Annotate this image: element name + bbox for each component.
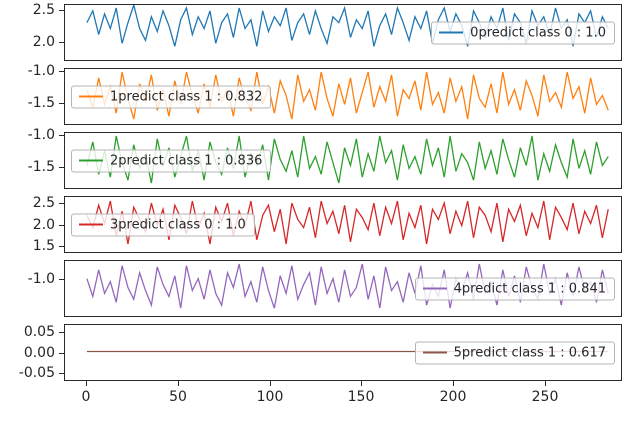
y-tickmark — [59, 42, 64, 43]
series-plot-2 — [86, 135, 609, 184]
legend-line-sample — [422, 351, 447, 354]
subplot-4: 4predict class 1 : 0.841 — [64, 260, 622, 317]
legend-3: 3predict class 0 : 1.0 — [71, 213, 255, 236]
subplot-5: 5predict class 1 : 0.617 — [64, 324, 622, 381]
y-tick-label: 2.5 — [32, 2, 55, 18]
y-tick-label: 2.0 — [32, 34, 55, 50]
legend-2: 2predict class 1 : 0.836 — [71, 149, 272, 172]
y-tickmark — [59, 203, 64, 204]
x-tickmark — [361, 381, 362, 386]
x-tick-label: 100 — [256, 389, 284, 405]
legend-label: 0predict class 0 : 1.0 — [470, 25, 606, 40]
legend-line-sample — [79, 95, 103, 98]
y-tickmark — [59, 135, 64, 136]
x-tickmark — [270, 381, 271, 386]
y-tick-label: 0.00 — [23, 345, 55, 361]
legend-label: 1predict class 1 : 0.832 — [110, 89, 263, 104]
x-tick-label: 250 — [531, 389, 559, 405]
y-tickmark — [59, 103, 64, 104]
legend-0: 0predict class 0 : 1.0 — [431, 21, 615, 44]
legend-label: 5predict class 1 : 0.617 — [453, 345, 606, 360]
y-tickmark — [59, 10, 64, 11]
x-tick-label: 0 — [81, 389, 91, 405]
y-tick-label: -1.0 — [27, 127, 55, 143]
y-tick-label: -1.0 — [27, 63, 55, 79]
series-line-3 — [86, 200, 609, 245]
y-tickmark — [59, 225, 64, 226]
legend-label: 3predict class 0 : 1.0 — [110, 217, 246, 232]
y-tickmark — [59, 353, 64, 354]
x-tick-label: 200 — [439, 389, 467, 405]
legend-1: 1predict class 1 : 0.832 — [71, 85, 272, 108]
x-tickmark — [453, 381, 454, 386]
y-tickmark — [59, 71, 64, 72]
y-tickmark — [59, 246, 64, 247]
y-tick-label: 1.5 — [32, 238, 55, 254]
x-tickmark — [545, 381, 546, 386]
x-tickmark — [178, 381, 179, 386]
subplot-1: 1predict class 1 : 0.832 — [64, 68, 622, 125]
subplot-0: 0predict class 0 : 1.0 — [64, 4, 622, 61]
legend-line-sample — [422, 287, 447, 290]
legend-5: 5predict class 1 : 0.617 — [414, 341, 615, 364]
legend-line-sample — [439, 31, 464, 34]
y-tick-label: -1.0 — [27, 271, 55, 287]
y-tick-label: 0.05 — [23, 324, 55, 340]
subplot-2: 2predict class 1 : 0.836 — [64, 132, 622, 189]
legend-label: 4predict class 1 : 0.841 — [453, 281, 606, 296]
legend-4: 4predict class 1 : 0.841 — [414, 277, 615, 300]
series-line-2 — [86, 135, 609, 184]
legend-label: 2predict class 1 : 0.836 — [110, 153, 263, 168]
y-tick-label: -0.05 — [18, 365, 55, 381]
y-tickmark — [59, 332, 64, 333]
y-tick-label: 2.5 — [32, 195, 55, 211]
y-tickmark — [59, 279, 64, 280]
y-tickmark — [59, 373, 64, 374]
y-tick-label: 2.0 — [32, 217, 55, 233]
x-tick-label: 50 — [169, 389, 187, 405]
y-tick-label: -1.5 — [27, 159, 55, 175]
y-tick-label: -1.5 — [27, 95, 55, 111]
x-tickmark — [86, 381, 87, 386]
y-tickmark — [59, 167, 64, 168]
series-plot-3 — [86, 200, 609, 245]
legend-line-sample — [79, 159, 103, 162]
x-tick-label: 150 — [347, 389, 375, 405]
subplot-3: 3predict class 0 : 1.0 — [64, 196, 622, 253]
legend-line-sample — [79, 223, 103, 226]
